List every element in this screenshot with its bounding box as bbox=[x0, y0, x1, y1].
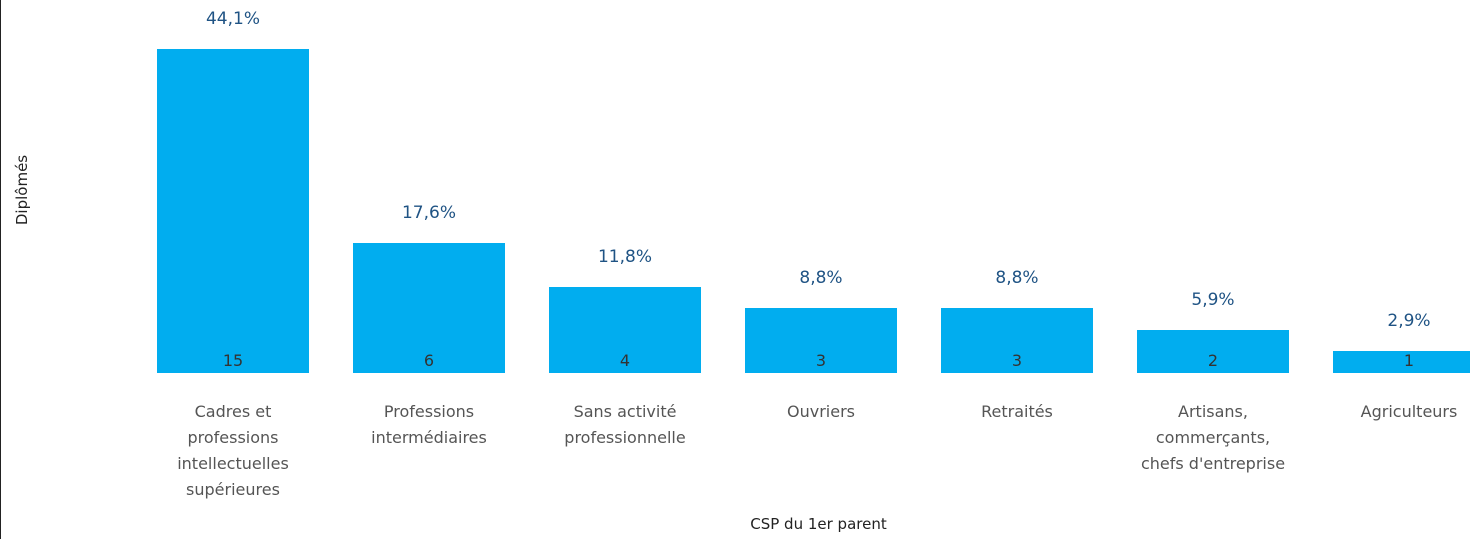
count-label: 4 bbox=[619, 351, 631, 370]
bar bbox=[353, 243, 505, 373]
x-tick-label: Retraités bbox=[981, 402, 1053, 421]
share-label: 44,1% bbox=[205, 9, 260, 29]
count-label: 15 bbox=[222, 351, 244, 370]
border bbox=[0, 0, 1, 539]
share-label: 17,6% bbox=[401, 203, 456, 224]
share-label: 8,8% bbox=[995, 268, 1039, 289]
share-label: 8,8% bbox=[799, 268, 843, 289]
x-tick-label: Artisans, commerçants, chefs d'entrepris… bbox=[1140, 402, 1286, 473]
x-tick-label: Sans activité professionnelle bbox=[564, 402, 686, 447]
y-axis-label: Diplômés bbox=[13, 154, 31, 226]
bar bbox=[157, 49, 309, 373]
count-label: 3 bbox=[1011, 351, 1023, 370]
bar bbox=[1333, 351, 1470, 373]
x-tick-label: Professions intermédiaires bbox=[371, 402, 487, 447]
count-label: 3 bbox=[815, 351, 827, 370]
x-tick-label: Cadres et professions intellectuelles su… bbox=[177, 402, 289, 499]
x-tick-label: Ouvriers bbox=[787, 402, 855, 421]
share-label: 2,9% bbox=[1387, 311, 1431, 332]
x-axis-label: CSP du 1er parent bbox=[750, 515, 887, 533]
bar bbox=[745, 308, 897, 373]
count-label: 1 bbox=[1403, 351, 1415, 370]
x-tick-label: Agriculteurs bbox=[1360, 402, 1458, 421]
bar bbox=[1137, 329, 1289, 373]
count-label: 6 bbox=[423, 351, 435, 370]
share-label: 11,8% bbox=[597, 246, 652, 267]
share-label: 5,9% bbox=[1191, 289, 1235, 310]
bar bbox=[549, 286, 701, 373]
count-label: 2 bbox=[1207, 351, 1219, 370]
bar bbox=[941, 308, 1093, 373]
